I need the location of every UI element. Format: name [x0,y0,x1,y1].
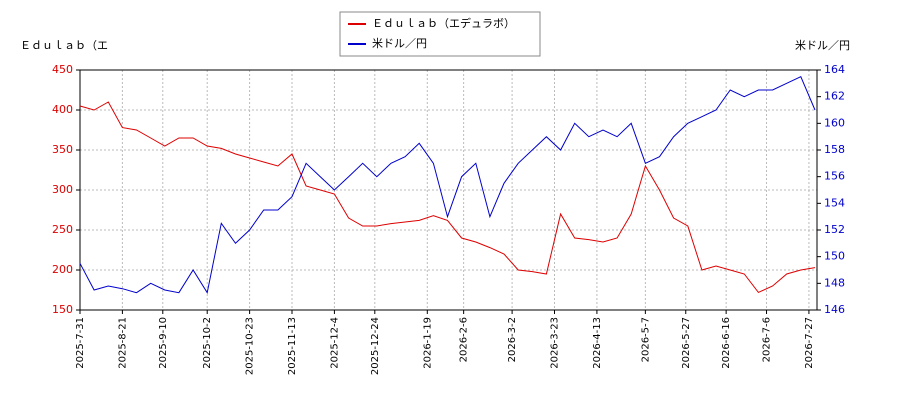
y2-tick-label: 160 [824,116,845,129]
x-tick-label: 2026-7-6 [762,317,773,362]
x-tick-label: 2026-4-13 [592,317,603,369]
y-tick-label: 250 [52,223,73,236]
x-tick-label: 2025-12-24 [370,317,381,375]
x-tick-label: 2026-3-23 [550,317,561,369]
y2-tick-label: 162 [824,90,845,103]
x-tick-label: 2026-3-2 [507,317,518,362]
y-axis-label: Ｅｄｕｌａｂ（エ [20,39,108,52]
y-tick-label: 400 [52,103,73,116]
y2-tick-label: 164 [824,63,845,76]
y2-tick-label: 148 [824,276,845,289]
x-tick-label: 2026-7-27 [804,317,815,369]
x-tick-label: 2026-2-6 [459,317,470,362]
y-tick-label: 450 [52,63,73,76]
y2-tick-label: 156 [824,170,845,183]
legend-label: 米ドル／円 [372,37,427,50]
y-tick-label: 200 [52,263,73,276]
x-tick-label: 2025-10-2 [202,317,213,369]
x-tick-label: 2025-7-31 [75,317,86,369]
legend-box [339,11,541,57]
y2-tick-label: 152 [824,223,845,236]
plot-frame [79,69,818,311]
series-line [79,76,816,295]
x-tick-label: 2025-12-4 [329,317,340,369]
y2-tick-label: 154 [824,196,845,209]
y2-tick-label: 150 [824,250,845,263]
y2-tick-label: 158 [824,143,845,156]
x-tick-label: 2026-6-16 [721,317,732,369]
y-tick-label: 150 [52,303,73,316]
x-tick-label: 2025-10-23 [245,317,256,375]
legend-label: Ｅｄｕｌａｂ（エデュラボ） [372,16,515,30]
x-tick-label: 2025-9-10 [158,317,169,369]
x-tick-label: 2026-5-7 [640,317,651,362]
y2-axis-label: 米ドル／円 [795,39,850,52]
series-line [79,101,816,294]
x-tick-label: 2025-8-21 [117,317,128,369]
x-tick-label: 2026-5-27 [681,317,692,369]
x-tick-label: 2026-1-19 [422,317,433,369]
y-tick-label: 300 [52,183,73,196]
y2-tick-label: 146 [824,303,845,316]
y-tick-label: 350 [52,143,73,156]
x-tick-label: 2025-11-13 [287,317,298,375]
